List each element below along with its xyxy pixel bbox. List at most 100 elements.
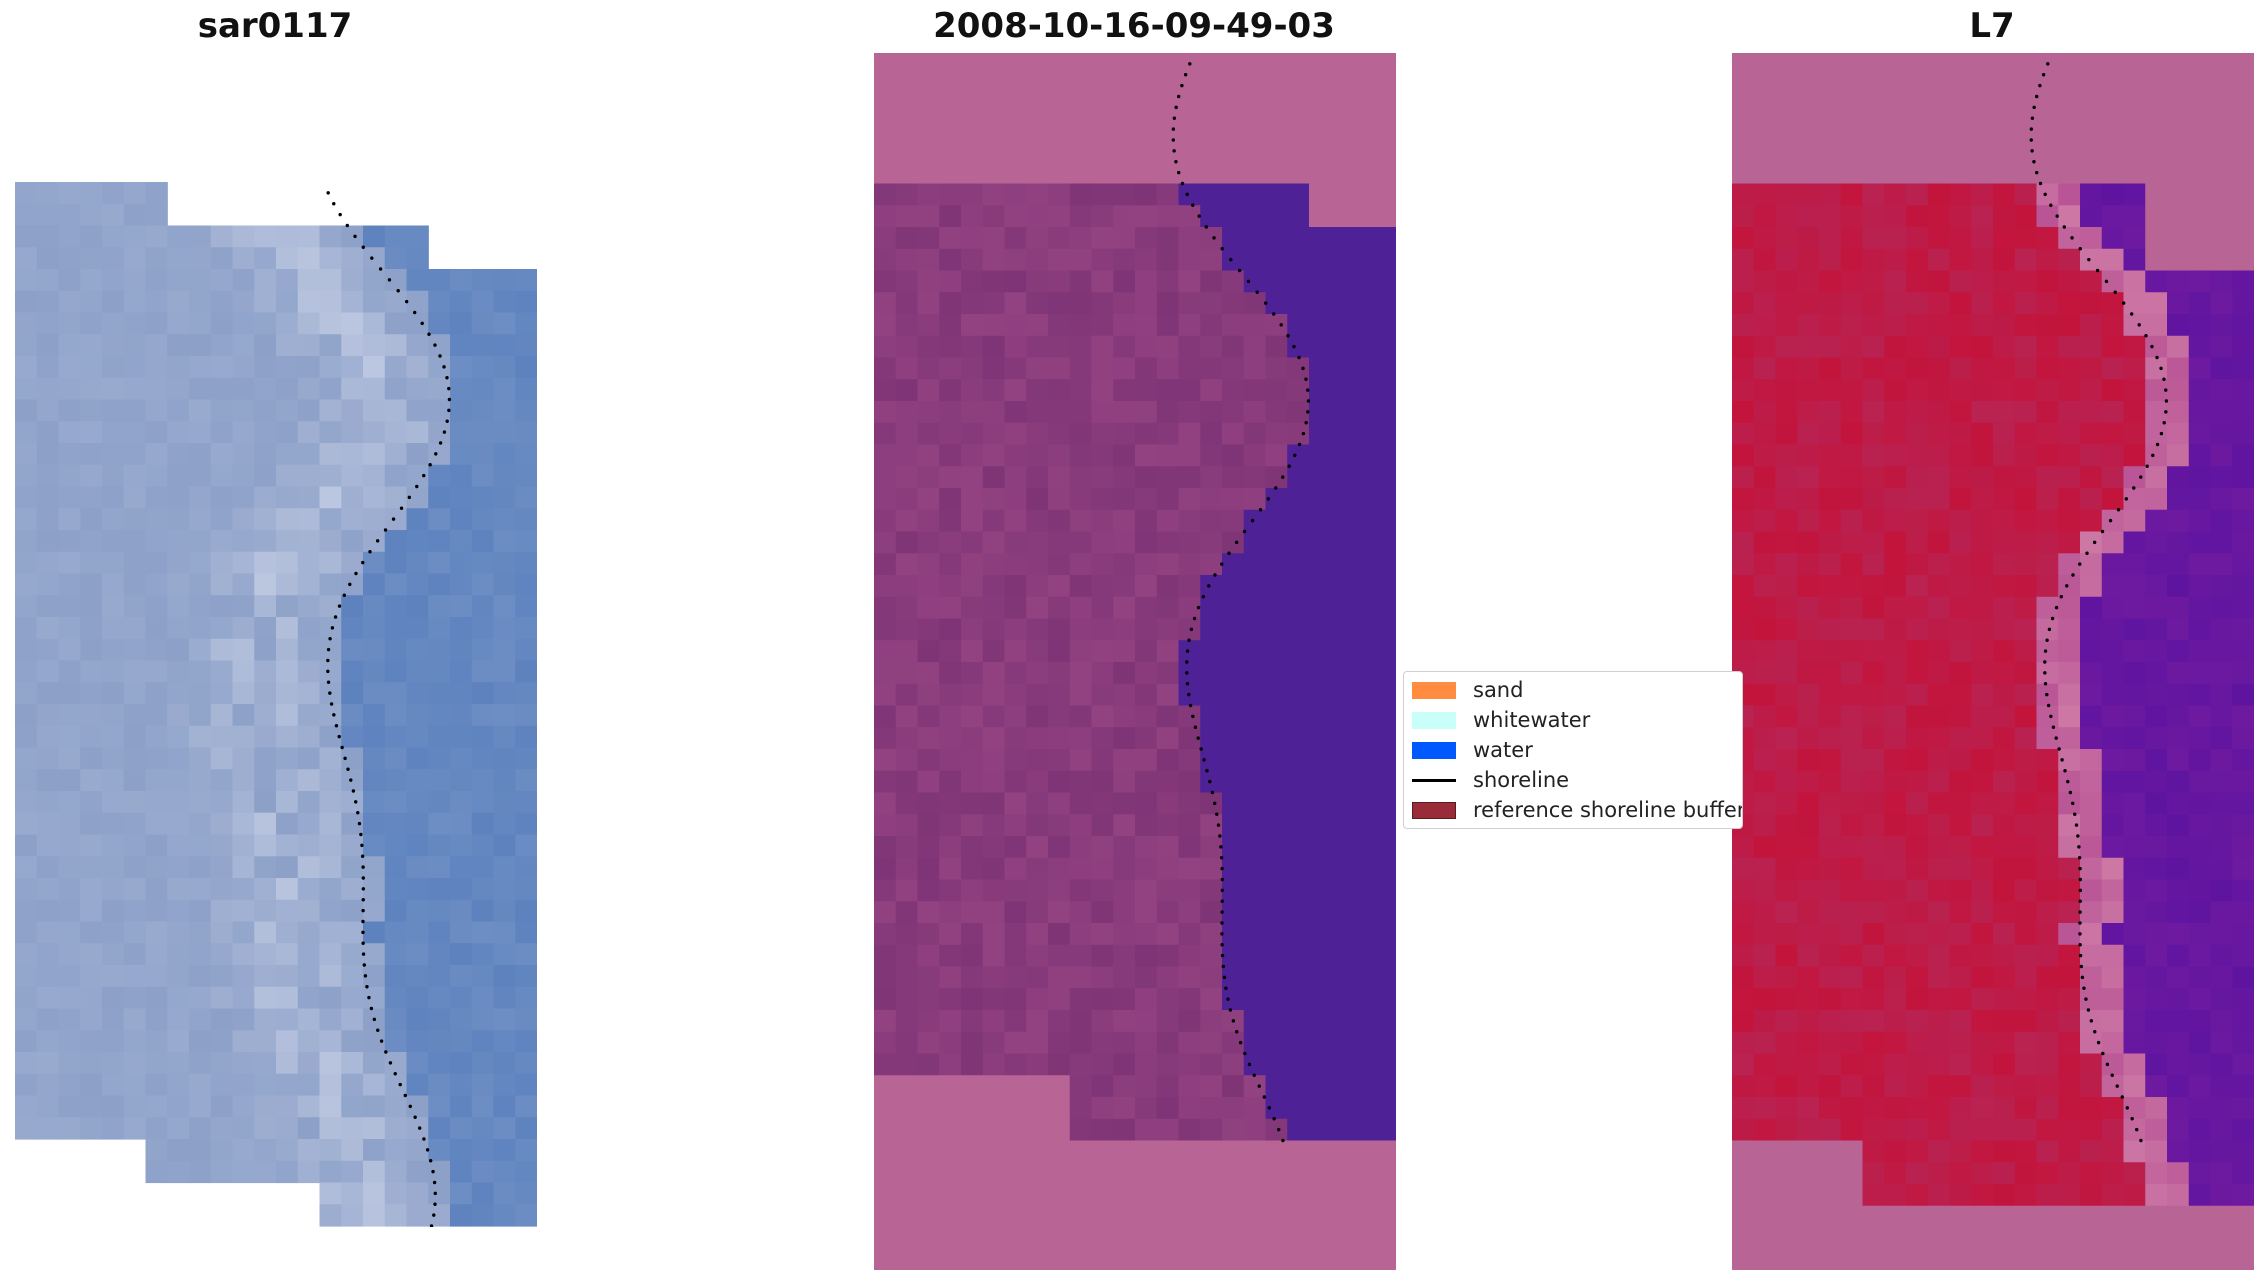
- swir-pixel: [1884, 379, 1907, 402]
- rgb-pixel: [384, 1182, 408, 1205]
- swir-pixel: [1884, 1031, 1907, 1055]
- rgb-pixel: [210, 443, 234, 466]
- shoreline-dot: [420, 321, 424, 326]
- class-pixel: [1178, 1010, 1201, 1033]
- swir-pixel: [2167, 1227, 2190, 1250]
- rgb-pixel: [189, 1030, 212, 1053]
- class-pixel: [1352, 1162, 1375, 1185]
- class-pixel: [1265, 1162, 1288, 1185]
- swir-pixel: [1949, 662, 1972, 685]
- class-pixel: [917, 1205, 940, 1229]
- swir-pixel: [2188, 509, 2212, 533]
- class-pixel: [939, 509, 962, 533]
- swir-pixel: [1732, 53, 1755, 76]
- rgb-pixel: [406, 878, 429, 901]
- shoreline-dot: [1205, 769, 1209, 773]
- swir-pixel: [1993, 1010, 2016, 1033]
- rgb-pixel: [471, 399, 495, 422]
- class-pixel: [1026, 488, 1049, 511]
- class-pixel: [1069, 836, 1093, 859]
- swir-pixel: [1797, 705, 1820, 728]
- swir-pixel: [2145, 357, 2168, 380]
- class-pixel: [1156, 662, 1180, 685]
- swir-pixel: [2058, 292, 2081, 315]
- class-pixel: [961, 422, 984, 446]
- class-pixel: [1222, 509, 1245, 533]
- class-pixel: [961, 140, 984, 163]
- class-pixel: [917, 662, 940, 685]
- swir-pixel: [1971, 53, 1994, 76]
- shoreline-dot: [1306, 399, 1311, 403]
- rgb-pixel: [145, 247, 168, 270]
- class-pixel: [1048, 1097, 1071, 1120]
- class-pixel: [1309, 1162, 1332, 1185]
- shoreline-dot: [361, 952, 366, 956]
- class-pixel: [1374, 749, 1396, 772]
- class-pixel: [1352, 1053, 1375, 1076]
- rgb-pixel: [276, 464, 299, 488]
- swir-pixel: [2058, 509, 2081, 533]
- swir-pixel: [2210, 74, 2233, 98]
- rgb-pixel: [15, 551, 38, 575]
- rgb-pixel: [384, 595, 408, 618]
- class-pixel: [961, 618, 984, 641]
- rgb-pixel: [145, 399, 168, 422]
- swir-pixel: [2101, 727, 2125, 750]
- class-pixel: [1048, 53, 1071, 76]
- class-pixel: [1178, 118, 1201, 141]
- rgb-pixel: [493, 334, 516, 357]
- class-pixel: [961, 1184, 984, 1207]
- class-pixel: [1265, 444, 1288, 467]
- rgb-pixel: [493, 617, 516, 640]
- swir-pixel: [1906, 879, 1929, 902]
- swir-pixel: [2123, 857, 2146, 881]
- class-pixel: [961, 596, 984, 620]
- swir-pixel: [1732, 879, 1755, 902]
- rgb-pixel: [167, 551, 190, 575]
- class-pixel: [1352, 662, 1375, 685]
- class-pixel: [874, 553, 897, 576]
- swir-pixel: [1884, 183, 1907, 206]
- class-pixel: [1004, 575, 1027, 598]
- rgb-pixel: [341, 1008, 364, 1031]
- swir-pixel: [2014, 575, 2038, 598]
- shoreline-dot: [1258, 508, 1263, 512]
- swir-pixel: [1993, 923, 2016, 946]
- swir-pixel: [1775, 488, 1798, 511]
- swir-pixel: [1862, 292, 1885, 315]
- class-pixel: [961, 357, 984, 380]
- swir-pixel: [1971, 314, 1994, 337]
- rgb-pixel: [145, 595, 168, 618]
- shoreline-dot: [388, 1061, 393, 1065]
- swir-pixel: [1971, 618, 1994, 641]
- swir-pixel: [1840, 966, 1864, 989]
- rgb-pixel: [232, 464, 255, 488]
- shoreline-dot: [2043, 671, 2047, 675]
- rgb-pixel: [428, 965, 451, 988]
- swir-pixel: [1949, 879, 1972, 902]
- swir-pixel: [1971, 770, 1994, 794]
- swir-pixel: [1819, 640, 1842, 663]
- swir-pixel: [1797, 401, 1820, 424]
- swir-pixel: [2080, 683, 2103, 707]
- rgb-pixel: [123, 1117, 147, 1140]
- swir-pixel: [1949, 1140, 1972, 1163]
- rgb-pixel: [80, 638, 103, 662]
- swir-pixel: [1797, 749, 1820, 772]
- class-pixel: [1091, 270, 1114, 293]
- class-pixel: [1222, 401, 1245, 424]
- rgb-pixel: [341, 551, 364, 575]
- rgb-pixel: [406, 464, 429, 488]
- swir-pixel: [2188, 1053, 2212, 1076]
- rgb-pixel: [36, 812, 60, 836]
- class-pixel: [939, 1031, 962, 1055]
- swir-pixel: [1862, 596, 1885, 620]
- class-pixel: [1004, 1205, 1027, 1229]
- class-pixel: [1265, 727, 1288, 750]
- class-pixel: [1004, 1227, 1027, 1250]
- class-pixel: [1091, 422, 1114, 446]
- rgb-pixel: [276, 986, 299, 1010]
- class-pixel: [1265, 923, 1288, 946]
- rgb-pixel: [36, 312, 60, 335]
- class-pixel: [1309, 161, 1332, 185]
